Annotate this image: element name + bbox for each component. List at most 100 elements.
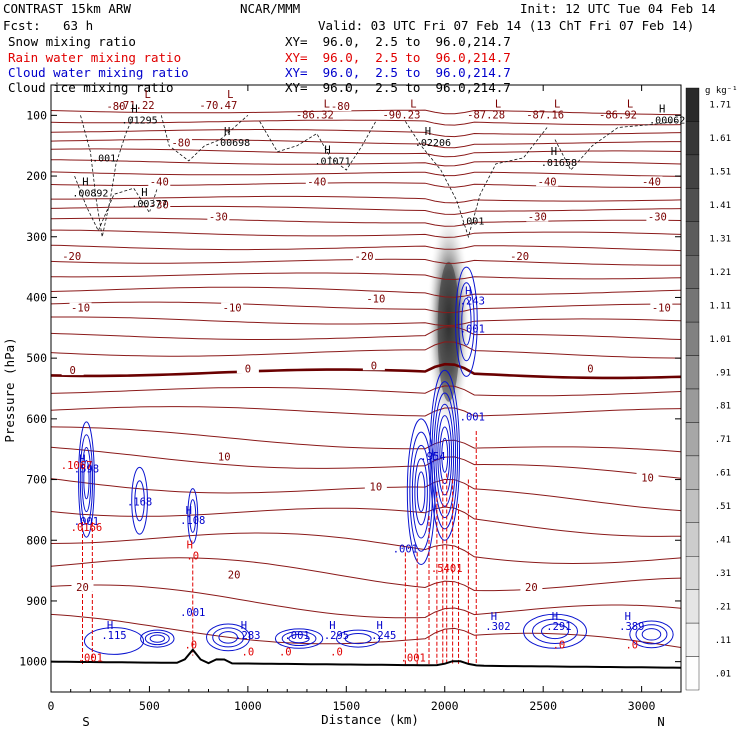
field-name-cloud-ice: Cloud ice mixing ratio [8, 80, 174, 95]
snow-max-value-label: .01295 [122, 115, 158, 126]
x-axis-tick-label: 1500 [332, 699, 360, 713]
isotherm-label-bg [207, 211, 230, 222]
cloud-water-contour [78, 421, 95, 538]
isotherm-line [51, 109, 681, 116]
isotherm-label-bg [526, 211, 549, 222]
colorbar-tick-label: 1.11 [709, 301, 731, 311]
y-axis-tick-label: 1000 [19, 655, 47, 669]
low-value-label: -86.32 [296, 109, 334, 121]
isotherm-line [51, 301, 681, 314]
isotherm-label-bg [223, 569, 246, 580]
cloud-water-contour [439, 426, 451, 485]
isotherm-label: 0 [245, 363, 251, 375]
snow-max-value-label: .01071 [314, 157, 350, 168]
isotherm-label-bg [640, 176, 663, 187]
snow-contour-label: .001 [92, 153, 116, 164]
cloud-water-contour [335, 629, 381, 648]
isotherm-label-bg [221, 302, 244, 313]
isotherm-label: -80 [331, 101, 350, 113]
rain-max-marker: H [187, 540, 193, 552]
isotherm-line [51, 195, 681, 204]
isotherm-label-bg [362, 360, 385, 371]
colorbar-tick-label: .31 [715, 569, 731, 579]
isotherm-label-bg [60, 250, 83, 261]
field-xy-snow: XY= 96.0, 2.5 to 96.0,214.7 [285, 34, 511, 49]
field-legend: Snow mixing ratio XY= 96.0, 2.5 to 96.0,… [8, 34, 511, 95]
cloud-water-label: .001 [74, 516, 99, 528]
x-axis-tick-label: 2500 [529, 699, 557, 713]
colorbar-unit: g kg⁻¹ [705, 86, 738, 96]
cloud-water-contour [629, 620, 674, 649]
isotherm-label: -30 [209, 212, 228, 224]
snow-max-marker: H [224, 126, 230, 138]
snow-max-marker: H [551, 146, 557, 158]
isotherm-label: -10 [223, 303, 242, 315]
y-axis-tick-label: 800 [26, 533, 47, 547]
cloud-water-label: .954 [420, 451, 445, 463]
colorbar-swatch [685, 188, 700, 222]
cloud-water-label: .168 [127, 497, 152, 509]
low-value-label: -71.22 [117, 100, 155, 112]
chart-title: CONTRAST 15km ARW [3, 1, 131, 16]
cloud-water-label: .001 [393, 543, 418, 555]
isotherm-line [51, 406, 681, 417]
cloud-water-contour [79, 434, 94, 525]
isotherm-label-bg [364, 293, 387, 304]
isotherm-label: -80 [106, 101, 125, 113]
cloud-water-contour [344, 632, 372, 645]
rain-label: .0 [184, 639, 197, 651]
snow-max-marker: H [82, 176, 88, 188]
y-axis-tick-label: 600 [26, 412, 47, 426]
colorbar-swatch [685, 87, 700, 122]
field-name-rain: Rain water mixing ratio [8, 50, 181, 65]
cloud-water-contour [635, 624, 668, 645]
cloud-water-contour [189, 499, 197, 533]
snow-max-marker: H [659, 103, 665, 115]
y-axis-tick-label: 200 [26, 169, 47, 183]
isotherm-line [51, 119, 681, 126]
x-axis-end-south: S [82, 714, 90, 729]
cloud-water-max-marker: H [241, 620, 247, 632]
cloud-water-max-marker: H [79, 453, 85, 465]
cloud-water-contour [81, 447, 92, 513]
center-name: NCAR/MMM [240, 1, 300, 16]
low-marker: L [627, 98, 633, 110]
colorbar-tick-label: .71 [715, 435, 731, 445]
isotherm-label-bg [636, 472, 659, 483]
isotherm-label: 20 [76, 582, 89, 594]
cloud-water-contour [433, 392, 457, 519]
snow-max-value-label: .02206 [415, 138, 451, 149]
isotherm-label: 10 [218, 451, 231, 463]
x-axis-end-north: N [657, 714, 665, 729]
cloud-water-contour [641, 628, 662, 641]
isotherm-label-bg [650, 302, 673, 313]
colorbar-tick-label: .41 [715, 536, 731, 546]
rain-label: .1067 [61, 460, 93, 472]
snow-max-marker: H [131, 103, 137, 115]
isotherm-label: -40 [538, 176, 557, 188]
colorbar-tick-label: 1.51 [709, 168, 731, 178]
low-marker: L [495, 98, 501, 110]
cloud-water-contour [523, 613, 587, 649]
field-xy-cloud-water: XY= 96.0, 2.5 to 96.0,214.7 [285, 65, 511, 80]
cloud-water-max-marker: H [491, 611, 497, 623]
x-axis-tick-label: 3000 [628, 699, 656, 713]
cloud-water-label: .001 [460, 412, 485, 424]
cloud-water-max-marker: H [107, 620, 113, 632]
isotherm-line [51, 286, 681, 298]
snow-contour-line [160, 115, 249, 162]
isotherm-label: 0 [69, 365, 75, 377]
rain-label: .001 [401, 653, 426, 665]
cloud-water-contour [406, 418, 436, 566]
isotherm-label: -20 [510, 251, 529, 263]
isotherm-label: 20 [525, 582, 538, 594]
colorbar-tick-label: .51 [715, 502, 731, 512]
isotherm-label: -30 [648, 212, 667, 224]
cloud-water-max-marker: H [625, 611, 631, 623]
cloud-water-contour [288, 633, 310, 644]
isotherm-label-bg [508, 250, 531, 261]
colorbar-swatch [685, 522, 700, 557]
snow-contour-line [554, 121, 678, 171]
isotherm-label: -40 [150, 176, 169, 188]
